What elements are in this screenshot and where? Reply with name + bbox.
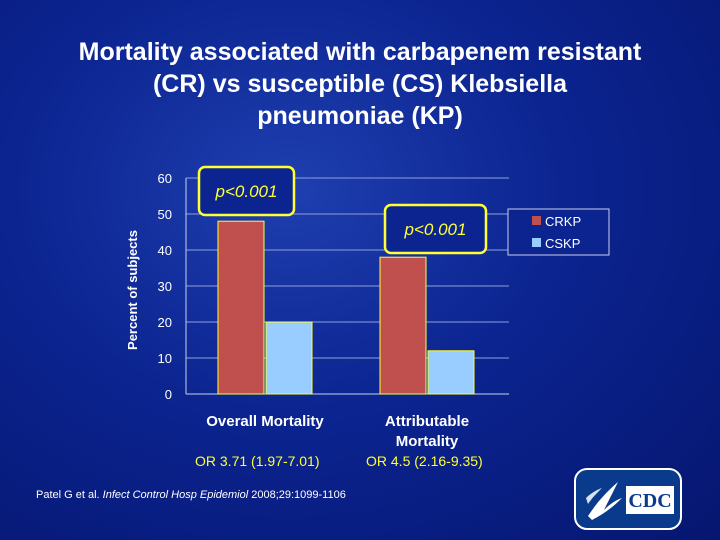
legend-swatch-cskp xyxy=(532,238,541,247)
citation-details: 2008;29:1099-1106 xyxy=(248,489,346,501)
title-line-1: Mortality associated with carbapenem res… xyxy=(78,38,642,66)
p-value-box xyxy=(197,165,296,217)
category-label: Attributable xyxy=(385,413,469,430)
category-label: Mortality xyxy=(396,433,459,450)
title-line-3: pneumoniae (KP) xyxy=(257,102,463,130)
citation: Patel G et al. Infect Control Hosp Epide… xyxy=(36,489,346,501)
slide-title: Mortality associated with carbapenem res… xyxy=(20,36,700,132)
y-tick-label: 40 xyxy=(158,243,172,258)
y-tick-label: 30 xyxy=(158,279,172,294)
bar-crkp xyxy=(217,220,265,395)
legend-label-cskp: CSKP xyxy=(545,236,580,251)
p-value-box xyxy=(383,203,488,255)
y-tick-label: 50 xyxy=(158,207,172,222)
cdc-logo-graphic: CDC xyxy=(574,468,682,530)
bar-cskp xyxy=(427,350,475,395)
legend-box xyxy=(507,208,610,256)
y-tick-label: 20 xyxy=(158,315,172,330)
citation-journal: Infect Control Hosp Epidemiol xyxy=(102,489,249,501)
cdc-logo-text: CDC xyxy=(628,490,671,512)
legend-label-crkp: CRKP xyxy=(545,214,581,229)
legend-swatch-crkp xyxy=(532,216,541,225)
bar-crkp xyxy=(379,256,427,395)
citation-authors: Patel G et al. xyxy=(36,489,103,501)
cdc-logo: CDC xyxy=(574,468,682,530)
bar-cskp xyxy=(265,321,313,395)
y-tick-label: 10 xyxy=(158,351,172,366)
odds-ratio-attributable: OR 4.5 (2.16-9.35) xyxy=(366,453,483,469)
hhs-eagle-icon xyxy=(586,482,622,520)
y-axis-title: Percent of subjects xyxy=(125,230,140,350)
category-label: Overall Mortality xyxy=(206,413,324,430)
y-tick-label: 0 xyxy=(165,387,172,402)
p-value-annotation: p<0.001 xyxy=(215,182,278,201)
title-line-2: (CR) vs susceptible (CS) Klebsiella xyxy=(152,70,567,98)
y-tick-label: 60 xyxy=(158,171,172,186)
odds-ratio-overall: OR 3.71 (1.97-7.01) xyxy=(195,453,320,469)
p-value-annotation: p<0.001 xyxy=(404,220,467,239)
